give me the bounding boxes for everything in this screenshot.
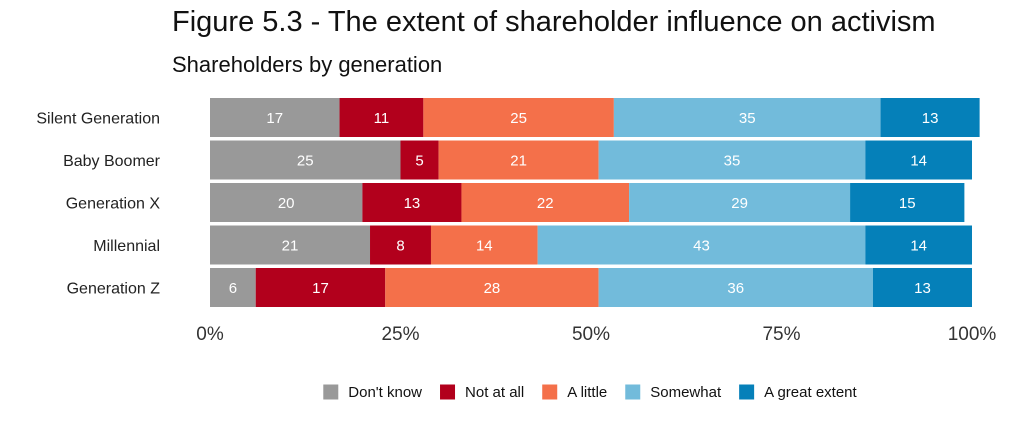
legend-label: A little: [567, 384, 607, 401]
data-label: 29: [731, 195, 748, 212]
x-tick-label: 25%: [381, 324, 419, 345]
x-tick-label: 0%: [196, 324, 224, 345]
bar-segment: [385, 268, 599, 307]
category-label: Silent Generation: [36, 111, 160, 128]
category-label: Generation Z: [67, 281, 161, 298]
data-label: 8: [396, 238, 404, 255]
category-label: Baby Boomer: [63, 153, 161, 170]
legend-label: Somewhat: [650, 384, 722, 401]
bar-segment: [362, 183, 462, 222]
bar-segment: [430, 225, 538, 265]
data-label: 21: [282, 238, 299, 255]
data-label: 13: [404, 195, 421, 212]
bar-segment: [255, 268, 386, 307]
data-label: 15: [899, 195, 916, 212]
data-label: 6: [229, 280, 237, 297]
data-label: 20: [278, 195, 295, 212]
data-label: 43: [693, 238, 710, 255]
bar-segment: [210, 225, 371, 265]
data-label: 21: [510, 153, 527, 170]
bar-segment: [598, 268, 873, 307]
bar-segment: [880, 98, 980, 137]
category-label: Generation X: [66, 196, 161, 213]
bar-segment: [872, 268, 972, 307]
data-label: 35: [724, 153, 741, 170]
legend-swatch: [323, 384, 339, 400]
legend-label: Don't know: [348, 384, 422, 401]
data-label: 5: [415, 153, 423, 170]
legend-label: A great extent: [764, 384, 857, 401]
legend-label: Not at all: [465, 384, 524, 401]
bar-segment: [629, 183, 851, 222]
data-label: 35: [739, 110, 756, 127]
legend-swatch: [440, 384, 456, 400]
data-label: 36: [727, 280, 744, 297]
bar-segment: [850, 183, 965, 222]
data-label: 17: [266, 110, 283, 127]
data-label: 14: [910, 238, 927, 255]
bar-segment: [400, 140, 439, 180]
bar-segment: [865, 225, 972, 265]
x-tick-label: 50%: [572, 324, 610, 345]
x-tick-label: 100%: [948, 324, 997, 345]
data-label: 11: [374, 110, 390, 127]
bar-segment: [210, 183, 363, 222]
data-label: 13: [922, 110, 939, 127]
data-label: 22: [537, 195, 554, 212]
chart-subtitle: Shareholders by generation: [172, 52, 443, 77]
data-label: 14: [910, 153, 927, 170]
chart-title: Figure 5.3 - The extent of shareholder i…: [172, 6, 936, 38]
category-label: Millennial: [93, 238, 160, 255]
x-tick-label: 75%: [762, 324, 800, 345]
bar-segment: [865, 140, 972, 180]
legend-swatch: [739, 384, 755, 400]
bar-segment: [210, 140, 401, 180]
legend-swatch: [542, 384, 558, 400]
bar-segment: [210, 268, 256, 307]
data-label: 14: [476, 238, 493, 255]
bar-segment: [613, 98, 881, 137]
legend-swatch: [625, 384, 641, 400]
bar-segment: [537, 225, 866, 265]
data-label: 13: [914, 280, 931, 297]
data-label: 25: [297, 153, 314, 170]
bar-segment: [423, 98, 614, 137]
data-label: 25: [510, 110, 527, 127]
bar-segment: [210, 98, 340, 137]
data-label: 28: [484, 280, 501, 297]
bar-segment: [438, 140, 599, 180]
bar-segment: [370, 225, 431, 265]
data-label: 17: [312, 280, 329, 297]
bar-segment: [598, 140, 866, 180]
bar-segment: [461, 183, 630, 222]
bar-segment: [339, 98, 424, 137]
